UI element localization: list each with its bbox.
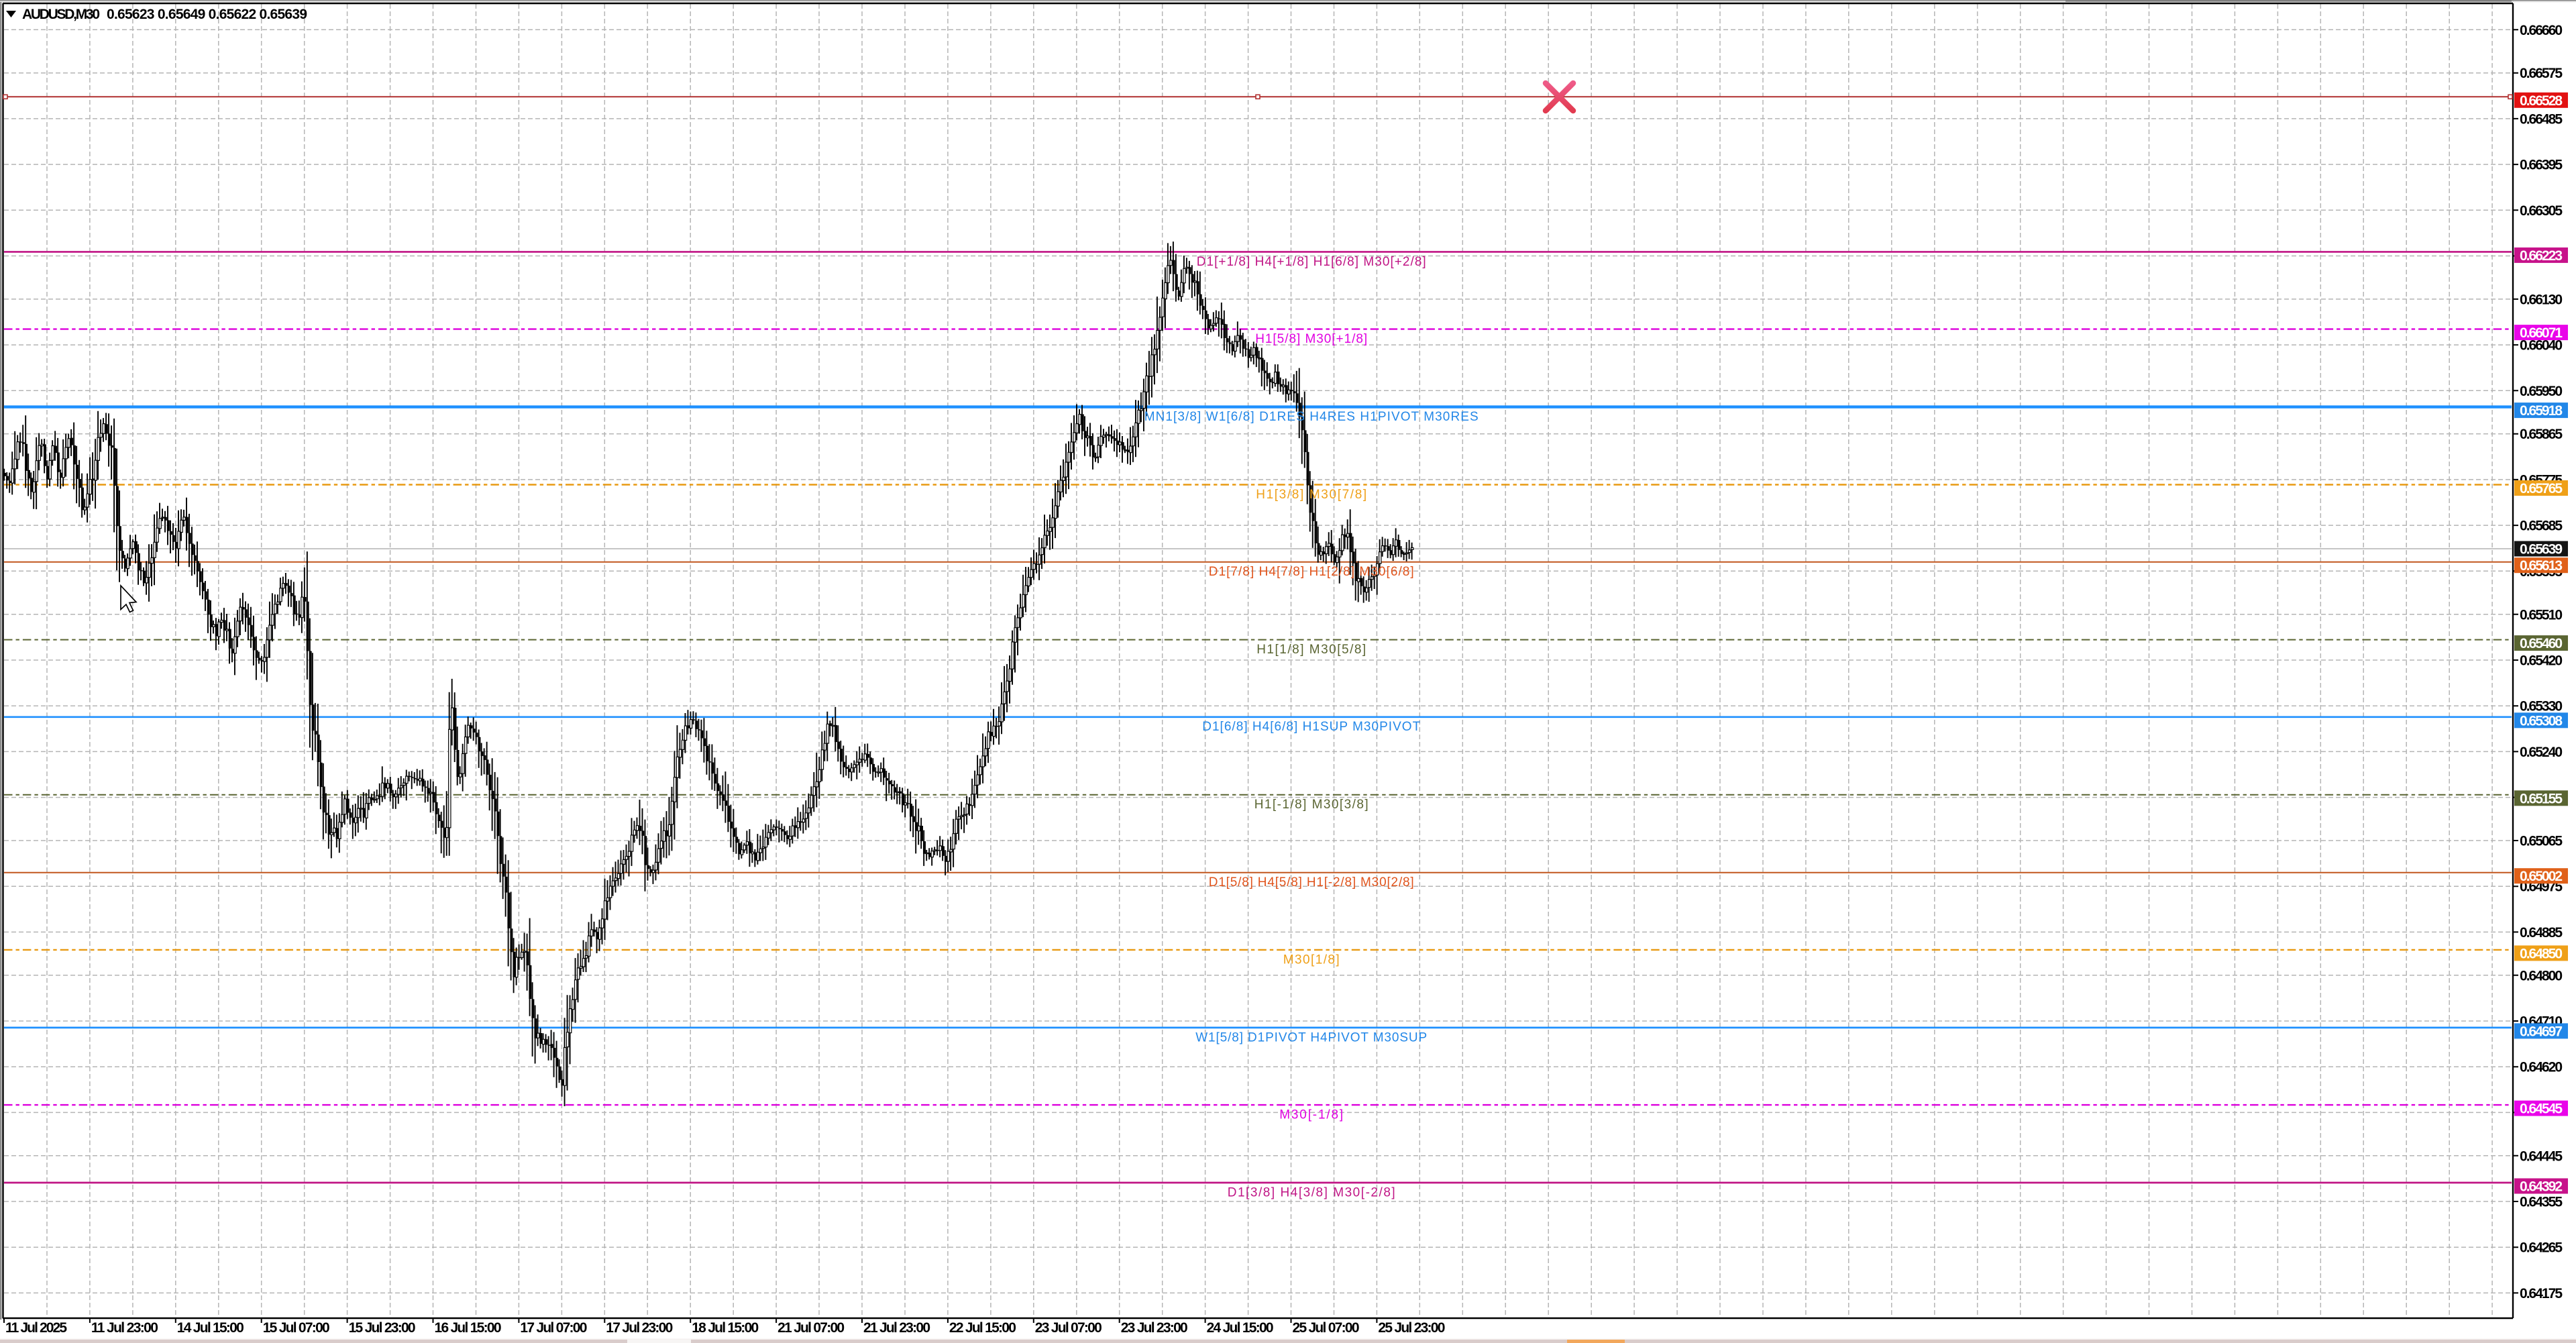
svg-text:25 Jul 07:00: 25 Jul 07:00 <box>1293 1320 1360 1336</box>
svg-text:M30[1/8]: M30[1/8] <box>1283 953 1340 967</box>
svg-text:0.64697: 0.64697 <box>2520 1024 2563 1039</box>
svg-text:23 Jul 23:00: 23 Jul 23:00 <box>1121 1320 1188 1336</box>
svg-text:0.66223: 0.66223 <box>2520 248 2563 264</box>
svg-text:H1[5/8] M30[+1/8]: H1[5/8] M30[+1/8] <box>1255 332 1367 346</box>
svg-text:0.65460: 0.65460 <box>2520 636 2563 651</box>
svg-text:H1[-1/8] M30[3/8]: H1[-1/8] M30[3/8] <box>1254 798 1368 812</box>
svg-text:0.65765: 0.65765 <box>2520 481 2563 496</box>
svg-text:0.65065: 0.65065 <box>2520 834 2563 849</box>
svg-text:M30[-1/8]: M30[-1/8] <box>1279 1108 1343 1122</box>
svg-text:0.65510: 0.65510 <box>2520 607 2563 623</box>
svg-text:0.64850: 0.64850 <box>2520 946 2563 961</box>
svg-text:0.64545: 0.64545 <box>2520 1102 2563 1117</box>
svg-text:0.65420: 0.65420 <box>2520 653 2563 669</box>
svg-text:D1[5/8] H4[5/8] H1[-2/8] M30[2: D1[5/8] H4[5/8] H1[-2/8] M30[2/8] <box>1209 875 1414 890</box>
svg-text:MN1[3/8] W1[6/8] D1RES H4RES H: MN1[3/8] W1[6/8] D1RES H4RES H1PIVOT M30… <box>1144 410 1479 424</box>
svg-text:0.66660: 0.66660 <box>2520 23 2563 38</box>
svg-text:21 Jul 23:00: 21 Jul 23:00 <box>863 1320 930 1336</box>
svg-text:0.65002: 0.65002 <box>2520 869 2563 884</box>
svg-text:0.65865: 0.65865 <box>2520 427 2563 442</box>
svg-text:0.65613: 0.65613 <box>2520 558 2563 574</box>
svg-text:D1[+1/8] H4[+1/8] H1[6/8] M30[: D1[+1/8] H4[+1/8] H1[6/8] M30[+2/8] <box>1197 255 1426 269</box>
svg-text:18 Jul 15:00: 18 Jul 15:00 <box>692 1320 759 1336</box>
svg-text:0.66040: 0.66040 <box>2520 338 2563 354</box>
svg-text:H1[1/8] M30[5/8]: H1[1/8] M30[5/8] <box>1256 643 1366 657</box>
svg-text:0.66071: 0.66071 <box>2520 325 2563 341</box>
svg-text:D1[3/8] H4[3/8] M30[-2/8]: D1[3/8] H4[3/8] M30[-2/8] <box>1228 1185 1395 1199</box>
svg-text:0.65155: 0.65155 <box>2520 791 2563 806</box>
svg-text:0.64885: 0.64885 <box>2520 925 2563 941</box>
svg-text:17 Jul 07:00: 17 Jul 07:00 <box>520 1320 587 1336</box>
svg-text:0.64392: 0.64392 <box>2520 1179 2563 1195</box>
svg-text:14 Jul 15:00: 14 Jul 15:00 <box>177 1320 244 1336</box>
svg-text:0.66305: 0.66305 <box>2520 203 2563 219</box>
svg-text:11 Jul 2025: 11 Jul 2025 <box>5 1320 67 1336</box>
svg-text:H1[3/8] M30[7/8]: H1[3/8] M30[7/8] <box>1256 488 1366 502</box>
svg-text:15 Jul 23:00: 15 Jul 23:00 <box>349 1320 416 1336</box>
svg-text:0.64355: 0.64355 <box>2520 1195 2563 1210</box>
svg-text:0.65950: 0.65950 <box>2520 384 2563 399</box>
svg-text:0.64175: 0.64175 <box>2520 1286 2563 1301</box>
svg-text:0.64445: 0.64445 <box>2520 1148 2563 1164</box>
svg-text:0.65685: 0.65685 <box>2520 519 2563 534</box>
svg-text:W1[5/8] D1PIVOT H4PIVOT M30SUP: W1[5/8] D1PIVOT H4PIVOT M30SUP <box>1195 1030 1427 1044</box>
svg-text:23 Jul 07:00: 23 Jul 07:00 <box>1035 1320 1102 1336</box>
svg-text:24 Jul 15:00: 24 Jul 15:00 <box>1207 1320 1274 1336</box>
svg-text:0.66395: 0.66395 <box>2520 158 2563 173</box>
svg-text:15 Jul 07:00: 15 Jul 07:00 <box>263 1320 330 1336</box>
svg-text:0.65918: 0.65918 <box>2520 403 2563 419</box>
svg-text:0.65240: 0.65240 <box>2520 745 2563 760</box>
svg-text:0.65330: 0.65330 <box>2520 699 2563 714</box>
svg-text:25 Jul 23:00: 25 Jul 23:00 <box>1378 1320 1445 1336</box>
svg-text:0.64265: 0.64265 <box>2520 1240 2563 1256</box>
svg-text:17 Jul 23:00: 17 Jul 23:00 <box>606 1320 673 1336</box>
svg-text:D1[7/8] H4[7/8] H1[2/8] M30[6/: D1[7/8] H4[7/8] H1[2/8] M30[6/8] <box>1209 565 1414 579</box>
svg-text:0.65639: 0.65639 <box>2520 542 2563 557</box>
svg-text:0.65623 0.65649 0.65622 0.6563: 0.65623 0.65649 0.65622 0.65639 <box>107 7 307 22</box>
svg-text:0.65308: 0.65308 <box>2520 713 2563 729</box>
svg-text:0.64800: 0.64800 <box>2520 968 2563 983</box>
svg-text:0.66130: 0.66130 <box>2520 292 2563 307</box>
svg-text:11 Jul 23:00: 11 Jul 23:00 <box>91 1320 158 1336</box>
svg-text:D1[6/8] H4[6/8] H1SUP M30PIVOT: D1[6/8] H4[6/8] H1SUP M30PIVOT <box>1202 720 1420 734</box>
svg-text:0.66575: 0.66575 <box>2520 66 2563 81</box>
svg-text:0.64620: 0.64620 <box>2520 1060 2563 1075</box>
svg-text:0.66485: 0.66485 <box>2520 111 2563 127</box>
svg-text:16 Jul 15:00: 16 Jul 15:00 <box>435 1320 502 1336</box>
svg-text:0.66528: 0.66528 <box>2520 93 2563 109</box>
svg-text:21 Jul 07:00: 21 Jul 07:00 <box>777 1320 845 1336</box>
svg-text:AUDUSD,M30: AUDUSD,M30 <box>22 7 100 22</box>
svg-text:22 Jul 15:00: 22 Jul 15:00 <box>949 1320 1016 1336</box>
